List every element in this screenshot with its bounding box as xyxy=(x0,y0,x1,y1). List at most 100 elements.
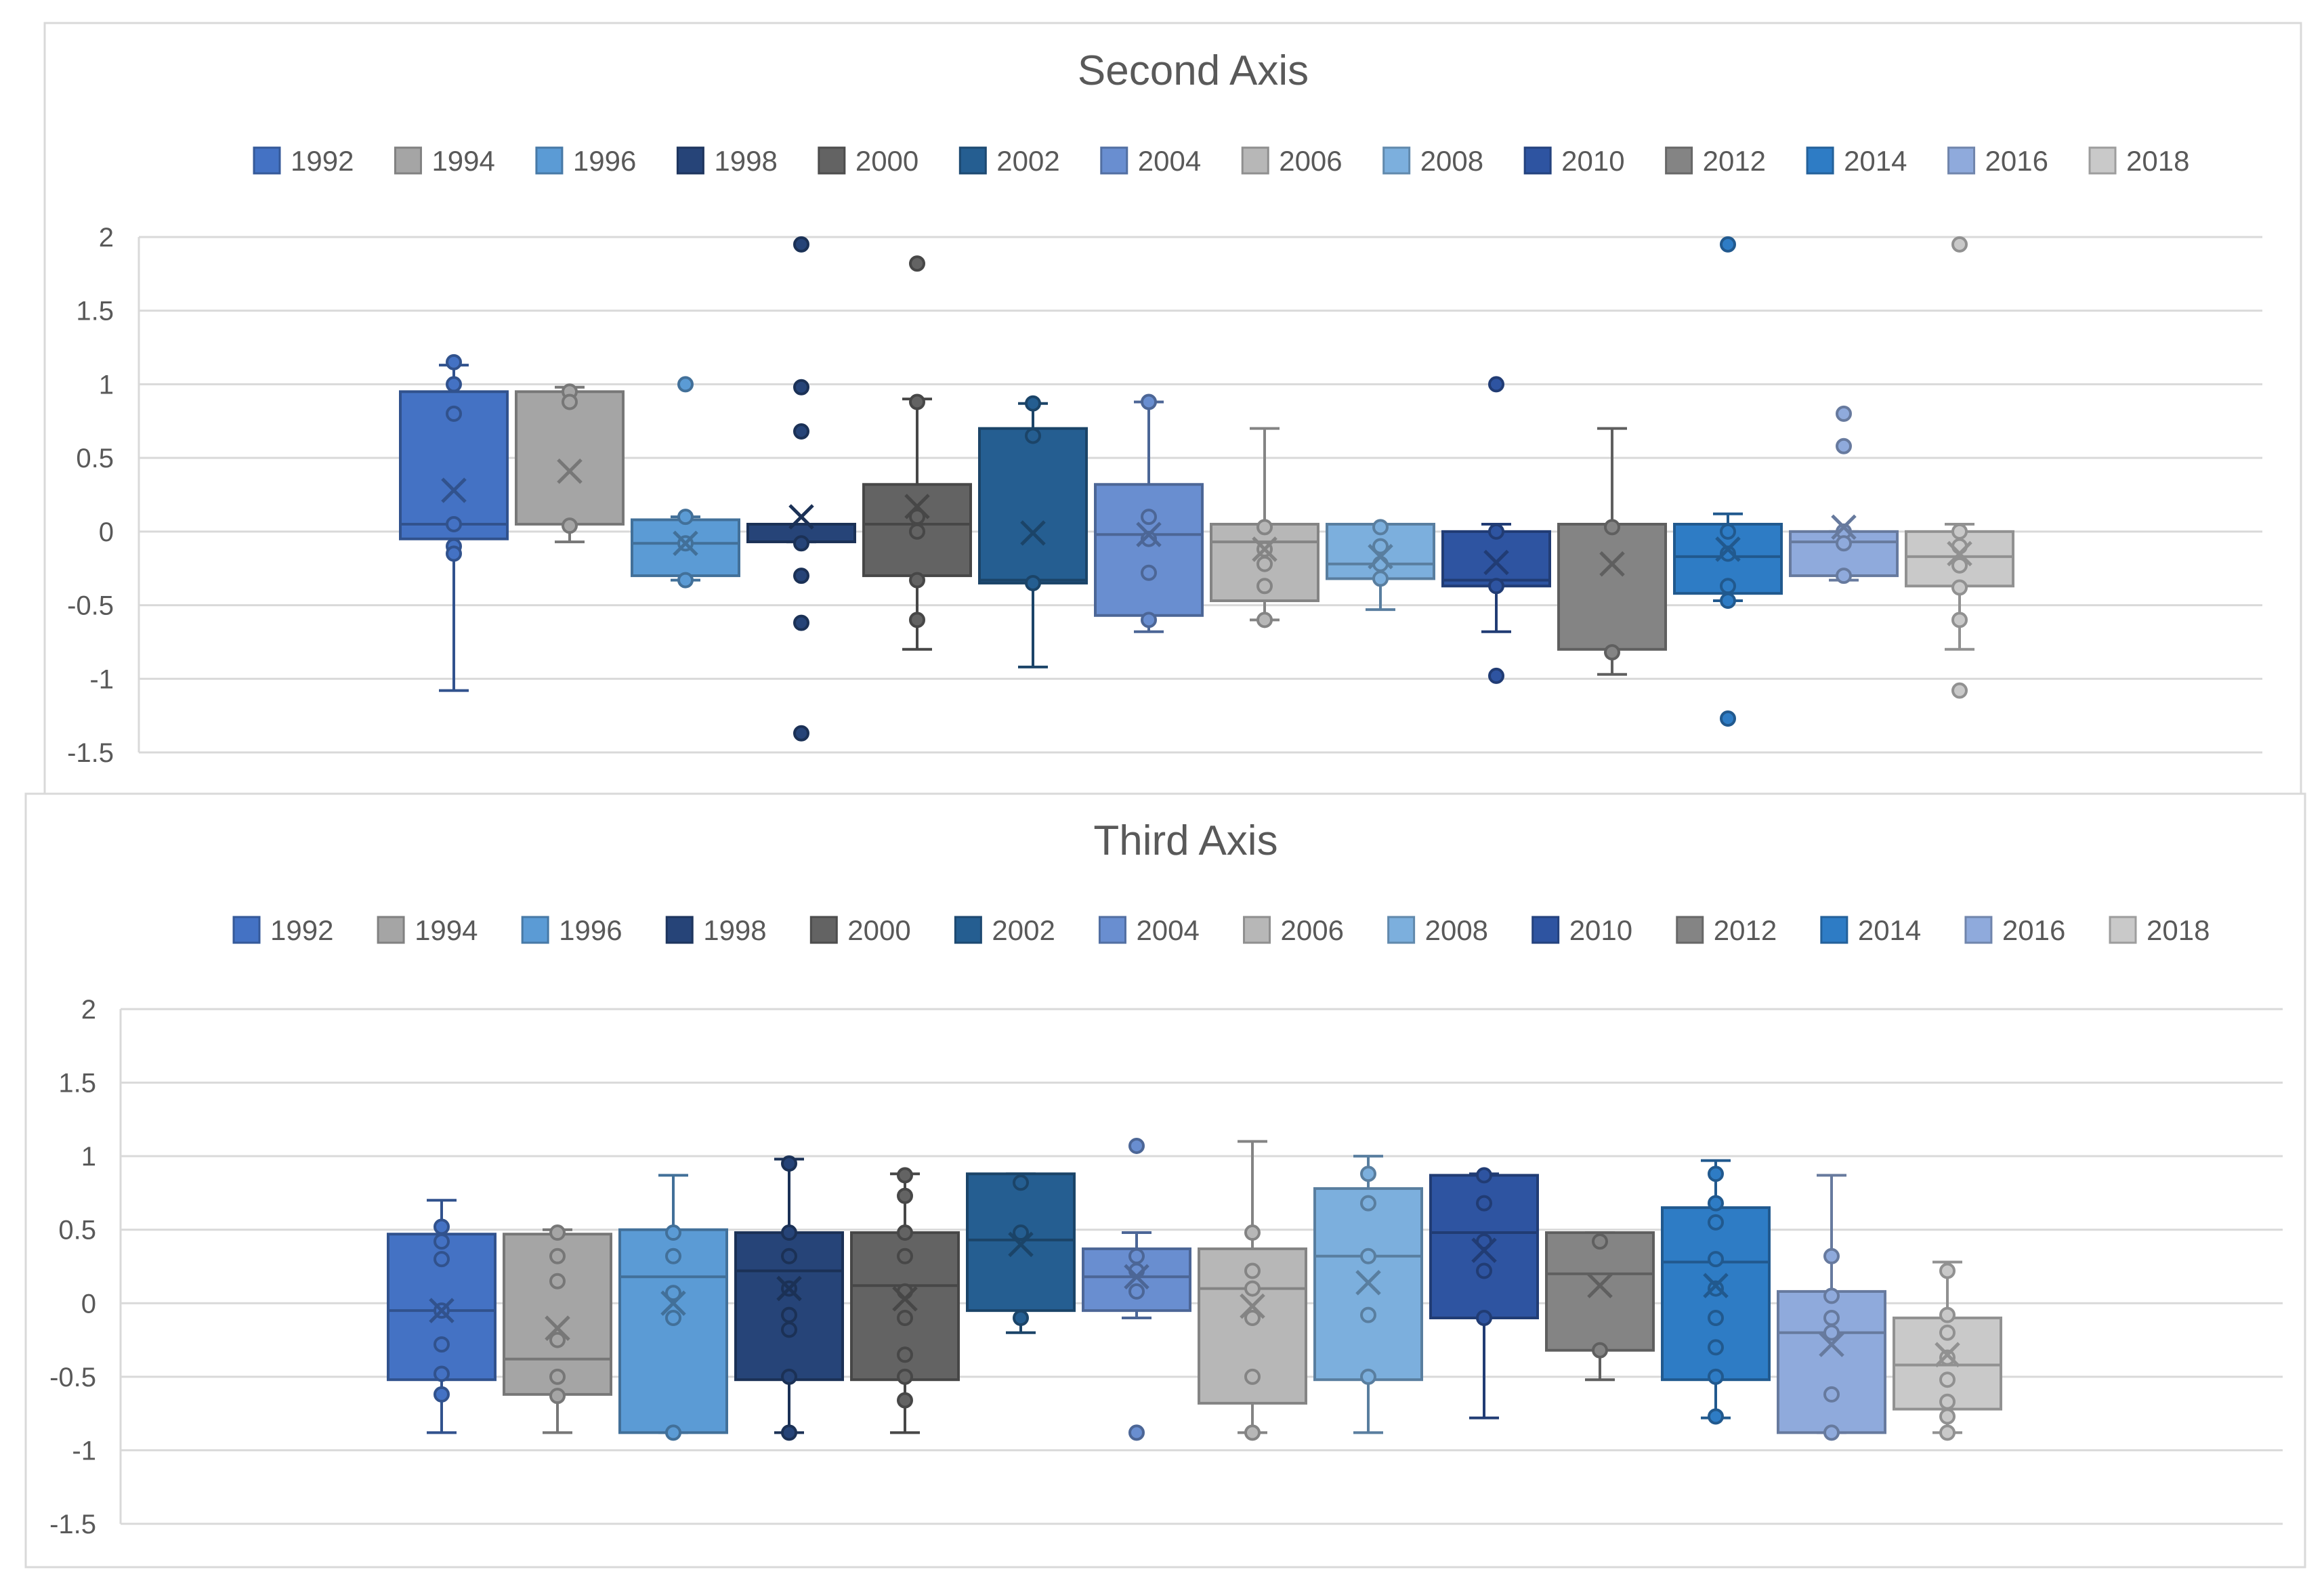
box-body[interactable] xyxy=(515,390,625,526)
data-point xyxy=(549,1388,566,1405)
legend-item-2016[interactable]: 2016 xyxy=(1947,145,2048,177)
data-point xyxy=(1141,564,1157,581)
legend-item-2016[interactable]: 2016 xyxy=(1964,914,2065,946)
data-point xyxy=(1256,519,1273,536)
legend-item-2004[interactable]: 2004 xyxy=(1098,914,1200,946)
data-point xyxy=(665,1248,681,1264)
legend-item-1992[interactable]: 1992 xyxy=(232,914,333,946)
data-point xyxy=(897,1248,913,1264)
box-body[interactable] xyxy=(1441,530,1551,588)
data-point xyxy=(1951,612,1968,628)
data-point xyxy=(677,509,694,526)
data-point xyxy=(1141,612,1157,628)
legend-item-1998[interactable]: 1998 xyxy=(676,145,778,177)
box-body[interactable] xyxy=(978,427,1088,584)
box-2004 xyxy=(1094,393,1204,633)
y-tick-label: 1.5 xyxy=(58,1069,96,1099)
mean-marker xyxy=(776,1275,802,1302)
data-point xyxy=(1244,1224,1261,1241)
box-2010 xyxy=(1441,376,1551,684)
chart-panel-1: Second Axis 1992 1994 1996 1998 2000 2002 2004 2… xyxy=(43,22,2302,796)
data-point xyxy=(434,1251,450,1268)
legend-item-1996[interactable]: 1996 xyxy=(535,145,636,177)
data-point xyxy=(1708,1195,1724,1212)
legend-swatch xyxy=(1100,146,1128,175)
y-tick-label: 1 xyxy=(81,1142,96,1172)
legend-item-1992[interactable]: 1992 xyxy=(253,145,354,177)
legend-item-2002[interactable]: 2002 xyxy=(954,914,1055,946)
legend-label: 2016 xyxy=(2002,914,2065,946)
data-point xyxy=(1244,1310,1261,1326)
legend-swatch xyxy=(676,146,704,175)
box-body[interactable] xyxy=(1557,522,1667,651)
data-point xyxy=(665,1310,681,1326)
data-point xyxy=(1476,1195,1492,1212)
legend-item-2008[interactable]: 2008 xyxy=(1387,914,1488,946)
legend-item-1998[interactable]: 1998 xyxy=(665,914,767,946)
legend-item-2018[interactable]: 2018 xyxy=(2109,914,2210,946)
legend-item-2004[interactable]: 2004 xyxy=(1100,145,1201,177)
data-point xyxy=(665,1285,681,1302)
chart-frame xyxy=(24,792,2306,1569)
y-tick-label: 0 xyxy=(99,517,114,547)
mean-marker xyxy=(1020,520,1046,546)
data-point xyxy=(1256,612,1273,628)
data-point xyxy=(1488,523,1504,540)
mean-marker xyxy=(904,494,930,519)
legend-label: 2012 xyxy=(1714,914,1777,946)
box-2012 xyxy=(1545,1231,1655,1382)
legend-item-2018[interactable]: 2018 xyxy=(2088,145,2189,177)
data-point xyxy=(1939,1371,1956,1388)
box-2008 xyxy=(1326,519,1435,612)
data-point xyxy=(793,614,809,631)
legend-item-2002[interactable]: 2002 xyxy=(958,145,1060,177)
data-point xyxy=(1823,1248,1840,1264)
data-point xyxy=(909,612,925,628)
legend-item-2012[interactable]: 2012 xyxy=(1676,914,1777,946)
legend-swatch xyxy=(1387,916,1416,944)
legend-item-2014[interactable]: 2014 xyxy=(1806,145,1907,177)
legend-item-2006[interactable]: 2006 xyxy=(1241,145,1343,177)
legend-item-2006[interactable]: 2006 xyxy=(1243,914,1344,946)
legend-swatch xyxy=(232,916,261,944)
legend-swatch xyxy=(377,916,405,944)
legend-item-2000[interactable]: 2000 xyxy=(818,145,918,177)
legend-item-2010[interactable]: 2010 xyxy=(1531,914,1632,946)
legend-item-2012[interactable]: 2012 xyxy=(1665,145,1766,177)
legend-item-1996[interactable]: 1996 xyxy=(521,914,622,946)
data-point xyxy=(1128,1283,1145,1300)
data-point xyxy=(1604,519,1620,536)
data-point xyxy=(665,1424,681,1441)
legend-swatch xyxy=(1382,146,1411,175)
box-2004 xyxy=(1082,1137,1191,1441)
y-tick-label: 2 xyxy=(99,223,114,253)
data-point xyxy=(1720,578,1736,595)
legend-item-2010[interactable]: 2010 xyxy=(1523,145,1625,177)
data-point xyxy=(909,393,925,410)
box-2002 xyxy=(978,395,1088,668)
data-point xyxy=(434,1233,450,1250)
data-point xyxy=(1488,667,1504,684)
legend-item-2014[interactable]: 2014 xyxy=(1820,914,1921,946)
legend-label: 2010 xyxy=(1561,145,1624,177)
box-body[interactable] xyxy=(1094,483,1204,617)
y-tick-label: -0.5 xyxy=(67,591,114,621)
legend-swatch xyxy=(818,146,846,175)
data-point xyxy=(1244,1280,1261,1297)
box-body[interactable] xyxy=(1545,1231,1655,1352)
data-point xyxy=(1476,1167,1492,1184)
data-point xyxy=(677,376,694,393)
data-point xyxy=(1013,1174,1029,1191)
legend-item-1994[interactable]: 1994 xyxy=(394,145,495,177)
legend-item-2000[interactable]: 2000 xyxy=(809,914,911,946)
data-point xyxy=(897,1368,913,1385)
legend-swatch xyxy=(1241,146,1269,175)
data-point xyxy=(909,255,925,272)
legend-item-1994[interactable]: 1994 xyxy=(377,914,478,946)
box-1996 xyxy=(631,376,740,589)
data-point xyxy=(1360,1306,1376,1323)
data-point xyxy=(1128,1424,1145,1441)
legend-label: 1996 xyxy=(559,914,622,946)
legend-item-2008[interactable]: 2008 xyxy=(1382,145,1483,177)
mean-marker xyxy=(1819,1331,1844,1357)
